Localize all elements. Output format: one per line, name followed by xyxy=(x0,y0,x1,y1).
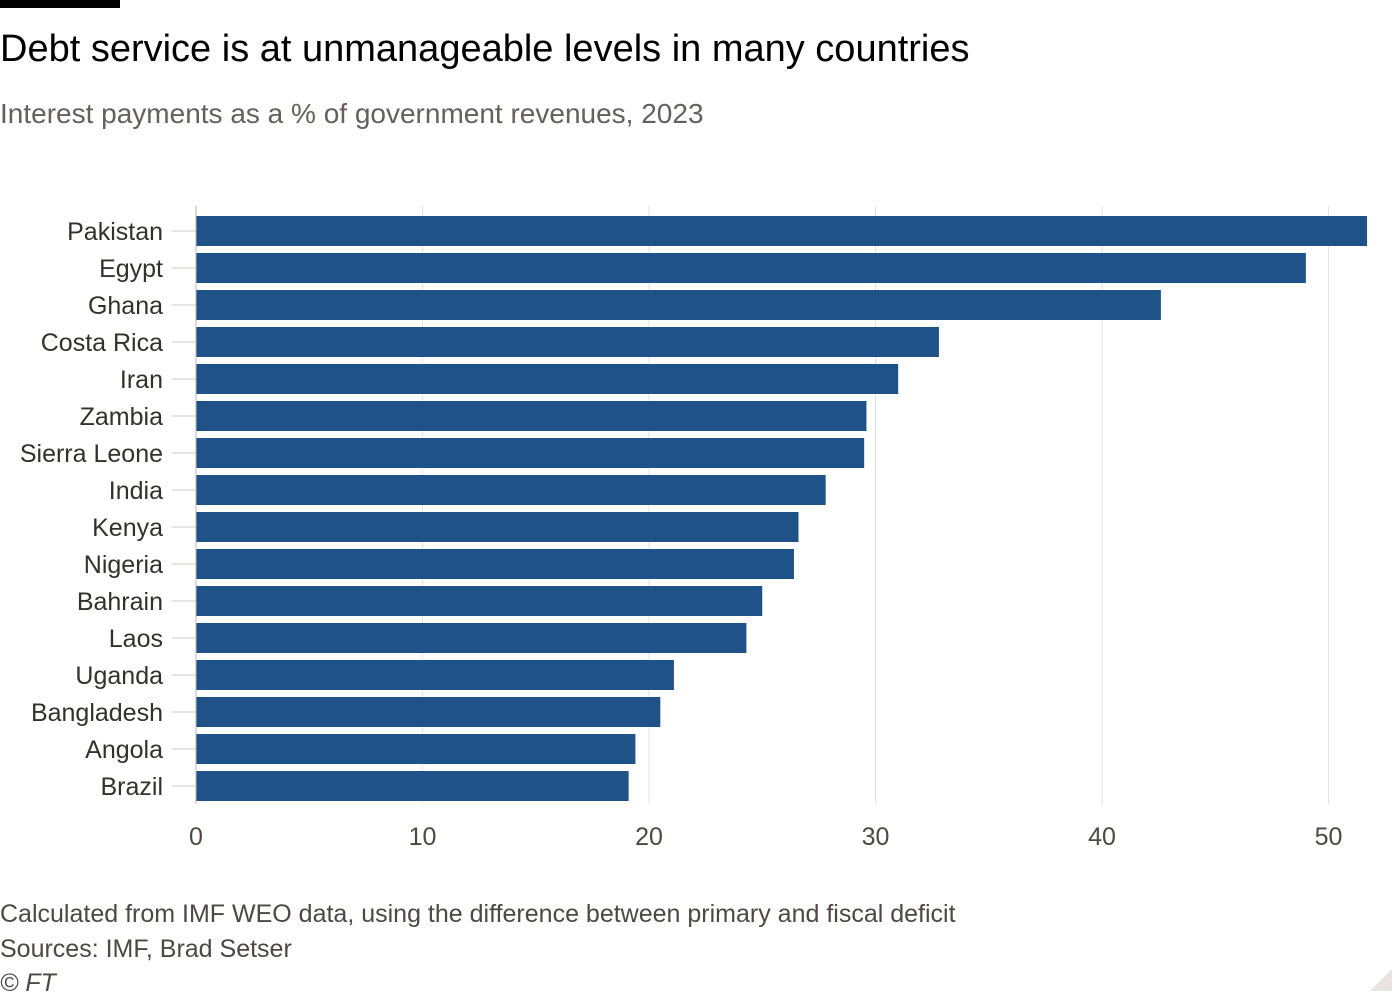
category-label: Zambia xyxy=(80,403,163,431)
x-tick-label: 10 xyxy=(409,823,437,851)
x-tick-label: 40 xyxy=(1088,823,1116,851)
corner-resize-icon xyxy=(1370,969,1392,991)
bar xyxy=(196,549,794,579)
x-tick-label: 30 xyxy=(862,823,890,851)
category-label: Pakistan xyxy=(67,218,163,246)
bar xyxy=(196,290,1161,320)
category-label: India xyxy=(109,477,163,505)
category-label: Sierra Leone xyxy=(20,440,163,468)
bar xyxy=(196,475,826,505)
x-axis: 0 10 20 30 40 50 xyxy=(189,206,1342,851)
x-tick-label: 50 xyxy=(1315,823,1343,851)
category-label: Iran xyxy=(120,366,163,394)
x-tick-label: 20 xyxy=(635,823,663,851)
bar xyxy=(196,512,799,542)
bar xyxy=(196,216,1368,246)
bar xyxy=(196,253,1306,283)
category-label: Bahrain xyxy=(77,588,163,616)
category-label: Brazil xyxy=(100,773,163,801)
category-label: Angola xyxy=(85,736,163,764)
bar xyxy=(196,623,747,653)
bar xyxy=(196,438,865,468)
bars xyxy=(196,216,1368,801)
bar xyxy=(196,586,763,616)
bar xyxy=(196,327,939,357)
chart-subtitle: Interest payments as a % of government r… xyxy=(0,98,704,129)
bar-chart: Pakistan Egypt Ghana Costa Rica Iran Zambia Si… xyxy=(20,206,1368,851)
category-label: Kenya xyxy=(92,514,163,542)
chart-sources: Sources: IMF, Brad Setser xyxy=(0,935,292,963)
top-rule xyxy=(0,0,120,8)
chart-title: Debt service is at unmanageable levels i… xyxy=(0,28,970,70)
bar xyxy=(196,697,661,727)
bar xyxy=(196,734,636,764)
category-label: Ghana xyxy=(88,292,163,320)
bar xyxy=(196,771,629,801)
category-label: Laos xyxy=(109,625,163,653)
x-tick-label: 0 xyxy=(189,823,203,851)
category-labels: Pakistan Egypt Ghana Costa Rica Iran Zambia Si… xyxy=(20,218,196,801)
bar xyxy=(196,660,674,690)
category-label: Nigeria xyxy=(84,551,163,579)
bar xyxy=(196,364,899,394)
category-label: Uganda xyxy=(75,662,163,690)
category-label: Egypt xyxy=(99,255,163,283)
copyright: © FT xyxy=(0,969,56,997)
chart-note: Calculated from IMF WEO data, using the … xyxy=(0,900,956,928)
bar xyxy=(196,401,867,431)
category-label: Costa Rica xyxy=(41,329,163,357)
category-label: Bangladesh xyxy=(31,699,163,727)
